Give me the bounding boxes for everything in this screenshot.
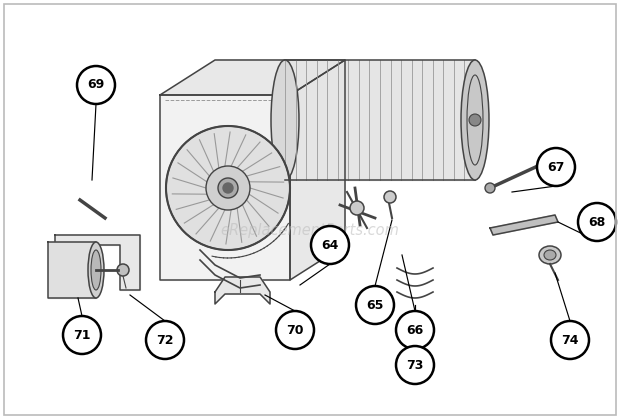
Text: 73: 73 bbox=[406, 359, 423, 372]
Ellipse shape bbox=[461, 60, 489, 180]
Ellipse shape bbox=[539, 246, 561, 264]
Circle shape bbox=[218, 178, 238, 198]
Circle shape bbox=[206, 166, 250, 210]
Polygon shape bbox=[160, 60, 345, 95]
Circle shape bbox=[63, 316, 101, 354]
Polygon shape bbox=[290, 60, 345, 280]
Text: 65: 65 bbox=[366, 298, 384, 311]
Text: 74: 74 bbox=[561, 334, 578, 347]
Circle shape bbox=[146, 321, 184, 359]
Circle shape bbox=[77, 66, 115, 104]
Text: 70: 70 bbox=[286, 323, 304, 336]
Text: 69: 69 bbox=[87, 78, 105, 91]
Circle shape bbox=[469, 114, 481, 126]
Text: 71: 71 bbox=[73, 328, 91, 341]
Ellipse shape bbox=[271, 60, 299, 180]
Ellipse shape bbox=[544, 250, 556, 260]
Ellipse shape bbox=[117, 264, 129, 276]
Polygon shape bbox=[490, 215, 558, 235]
Text: 68: 68 bbox=[588, 215, 606, 228]
Polygon shape bbox=[215, 277, 270, 304]
Text: 64: 64 bbox=[321, 238, 339, 251]
Circle shape bbox=[485, 183, 495, 193]
Circle shape bbox=[356, 286, 394, 324]
Circle shape bbox=[311, 226, 349, 264]
Circle shape bbox=[166, 126, 290, 250]
Ellipse shape bbox=[88, 242, 104, 298]
Ellipse shape bbox=[91, 250, 101, 290]
Polygon shape bbox=[160, 95, 290, 280]
Text: 67: 67 bbox=[547, 160, 565, 173]
Polygon shape bbox=[55, 235, 140, 290]
Circle shape bbox=[396, 311, 434, 349]
Circle shape bbox=[578, 203, 616, 241]
Text: 66: 66 bbox=[406, 323, 423, 336]
Text: eReplacementParts.com: eReplacementParts.com bbox=[221, 222, 399, 238]
Polygon shape bbox=[48, 242, 96, 298]
Polygon shape bbox=[285, 60, 475, 180]
Circle shape bbox=[223, 183, 233, 193]
Circle shape bbox=[396, 346, 434, 384]
Circle shape bbox=[384, 191, 396, 203]
Text: 72: 72 bbox=[156, 334, 174, 347]
Circle shape bbox=[350, 201, 364, 215]
Circle shape bbox=[537, 148, 575, 186]
Circle shape bbox=[551, 321, 589, 359]
Circle shape bbox=[276, 311, 314, 349]
